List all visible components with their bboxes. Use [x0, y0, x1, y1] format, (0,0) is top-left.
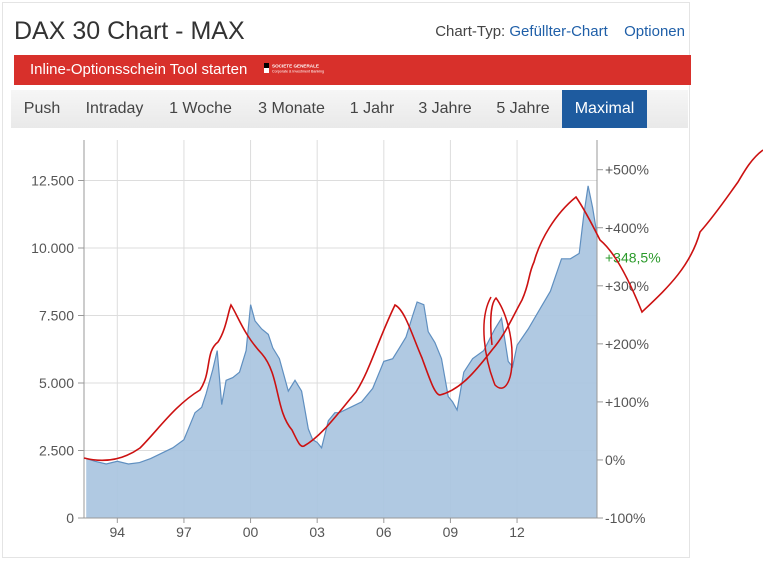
societe-generale-logo: SOCIETE GENERALE Corporate & Investment …: [263, 63, 324, 74]
annotation-trend-curve: [83, 149, 763, 462]
y-right-tick-label: +100%: [605, 394, 649, 410]
series-line: [86, 185, 598, 465]
current-pct-label: +348,5%: [605, 250, 661, 266]
x-tick-label: 12: [509, 524, 525, 540]
tab-maximal[interactable]: Maximal: [562, 90, 647, 128]
tab-3-monate[interactable]: 3 Monate: [245, 90, 338, 128]
y-right-tick-label: +200%: [605, 336, 649, 352]
annotation-loop: [483, 296, 513, 389]
tab-label: 1 Jahr: [349, 100, 395, 117]
x-tick-label: 06: [376, 524, 392, 540]
tab-intraday[interactable]: Intraday: [73, 90, 156, 128]
tab-label: 3 Jahre: [418, 100, 472, 117]
y-right-tick-label: -100%: [605, 510, 645, 526]
y-right-tick-label: 0%: [605, 452, 625, 468]
x-tick-label: 09: [443, 524, 459, 540]
tab-3-jahre[interactable]: 3 Jahre: [406, 90, 484, 128]
tab-label: 1 Woche: [169, 100, 232, 117]
y-left-tick-label: 5.000: [39, 375, 74, 391]
y-left-tick-label: 12.500: [31, 173, 74, 189]
tab-5-jahre[interactable]: 5 Jahre: [484, 90, 562, 128]
chart-type-link[interactable]: Gefüllter-Chart: [509, 23, 608, 40]
logo-line2: Corporate & Investment Banking: [272, 70, 324, 74]
x-tick-label: 97: [176, 524, 192, 540]
tab-push[interactable]: Push: [11, 90, 73, 128]
tab-label: Intraday: [85, 100, 144, 117]
series-area: [86, 185, 597, 518]
page-title: DAX 30 Chart - MAX: [14, 17, 245, 45]
logo-square-bottom: [263, 68, 269, 74]
x-tick-label: 94: [110, 524, 126, 540]
tab-1-jahr[interactable]: 1 Jahr: [338, 90, 406, 128]
options-tool-banner[interactable]: Inline-Optionsschein Tool starten SOCIET…: [14, 55, 691, 85]
y-left-tick-label: 0: [66, 510, 74, 526]
chart-type-label: Chart-Typ:: [435, 23, 506, 40]
banner-label: Inline-Optionsschein Tool starten: [30, 61, 248, 78]
y-right-tick-label: +400%: [605, 220, 649, 236]
x-tick-label: 03: [309, 524, 325, 540]
y-left-tick-label: 7.500: [39, 308, 74, 324]
x-tick-label: 00: [243, 524, 259, 540]
options-link[interactable]: Optionen: [624, 23, 685, 40]
y-right-tick-label: +300%: [605, 278, 649, 294]
tab-label: Push: [23, 100, 61, 117]
tab-label: 3 Monate: [258, 100, 325, 117]
tab-label: Maximal: [574, 100, 635, 117]
tab-1-woche[interactable]: 1 Woche: [156, 90, 245, 128]
tab-label: 5 Jahre: [496, 100, 550, 117]
chart-type-bar: Chart-Typ: Gefüllter-Chart Optionen: [435, 23, 685, 40]
y-left-tick-label: 2.500: [39, 443, 74, 459]
y-left-tick-label: 10.000: [31, 240, 74, 256]
logo-line1: SOCIETE GENERALE: [272, 64, 319, 69]
y-right-tick-label: +500%: [605, 162, 649, 178]
range-tabs: Push Intraday 1 Woche 3 Monate 1 Jahr 3 …: [11, 90, 688, 128]
logo-square-top: [263, 63, 269, 69]
